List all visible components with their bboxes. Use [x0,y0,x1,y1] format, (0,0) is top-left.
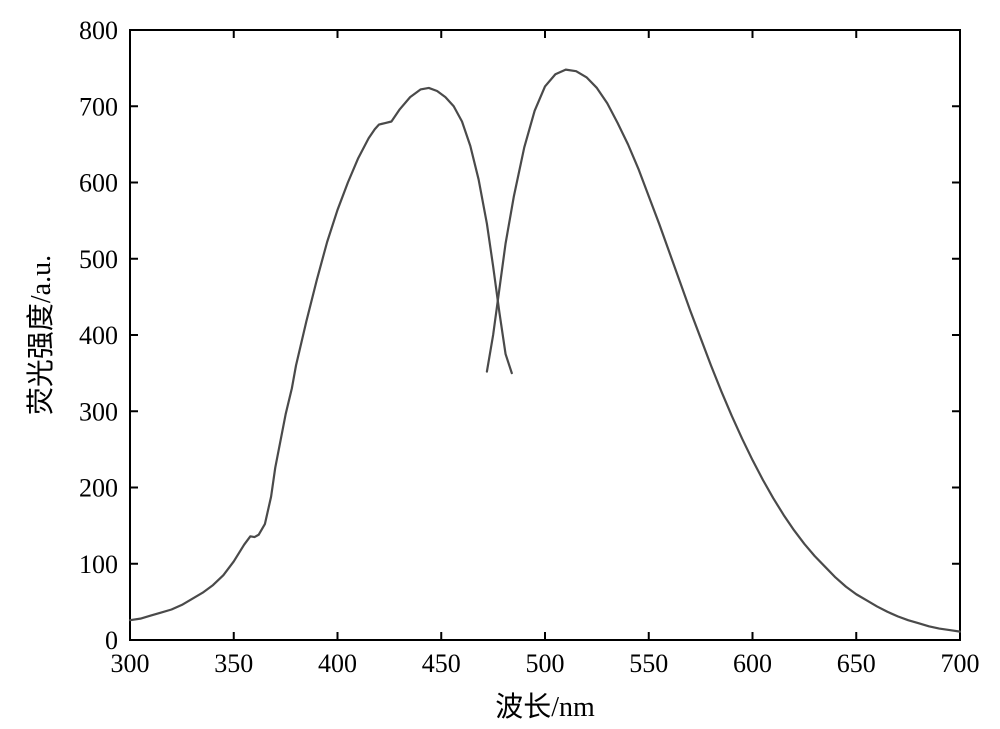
x-tick-label: 600 [733,649,772,678]
y-tick-label: 600 [79,169,118,198]
x-axis-title: 波长/nm [495,691,595,723]
y-tick-label: 200 [79,474,118,503]
y-tick-label: 500 [79,245,118,274]
y-tick-label: 800 [79,16,118,45]
x-tick-label: 450 [422,649,461,678]
x-tick-label: 550 [629,649,668,678]
y-tick-label: 0 [105,626,118,655]
chart-container: 300350400450500550600650700波长/nm01002003… [0,0,1000,729]
x-tick-label: 400 [318,649,357,678]
x-tick-label: 500 [526,649,565,678]
y-tick-label: 100 [79,550,118,579]
line-chart: 300350400450500550600650700波长/nm01002003… [0,0,1000,729]
x-tick-label: 350 [214,649,253,678]
y-axis-title: 荧光强度/a.u. [25,255,57,415]
x-tick-label: 650 [837,649,876,678]
y-tick-label: 300 [79,397,118,426]
x-tick-label: 700 [941,649,980,678]
y-tick-label: 700 [79,92,118,121]
y-tick-label: 400 [79,321,118,350]
